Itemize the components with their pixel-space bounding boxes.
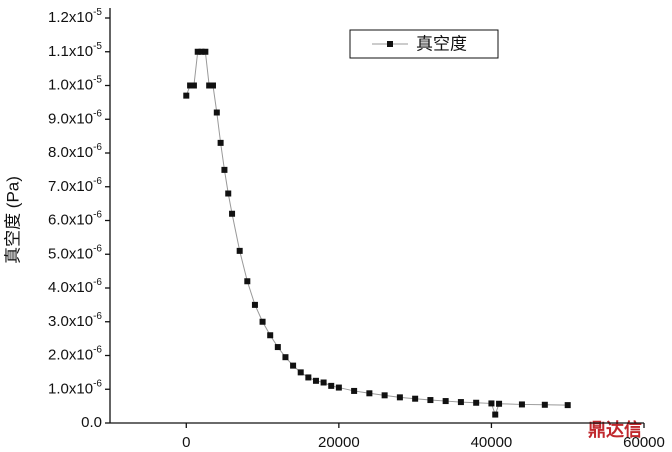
data-point bbox=[335, 384, 342, 391]
data-point bbox=[396, 394, 403, 401]
data-point bbox=[213, 109, 220, 116]
y-tick-label: 0.0 bbox=[81, 414, 102, 431]
y-tick-label: 5.0x10-6 bbox=[48, 243, 102, 262]
y-tick-label: 2.0x10-6 bbox=[48, 344, 102, 363]
data-point bbox=[206, 82, 213, 89]
y-tick-label: 1.2x10-5 bbox=[48, 7, 102, 26]
data-point bbox=[221, 166, 228, 173]
y-tick-label: 1.0x10-6 bbox=[48, 378, 102, 397]
data-point bbox=[236, 247, 243, 254]
watermark: 鼎达信 bbox=[588, 419, 642, 440]
data-point bbox=[297, 369, 304, 376]
data-point bbox=[412, 395, 419, 402]
data-point bbox=[442, 398, 449, 405]
data-point bbox=[488, 400, 495, 407]
y-tick-label: 8.0x10-6 bbox=[48, 142, 102, 161]
data-point bbox=[290, 362, 297, 369]
legend-marker bbox=[387, 41, 393, 47]
data-point bbox=[427, 397, 434, 404]
data-point bbox=[328, 382, 335, 389]
data-point bbox=[274, 344, 281, 351]
y-tick-label: 7.0x10-6 bbox=[48, 175, 102, 194]
data-point bbox=[183, 92, 190, 99]
y-tick-label: 6.0x10-6 bbox=[48, 209, 102, 228]
y-tick-label: 3.0x10-6 bbox=[48, 310, 102, 329]
y-tick-label: 1.1x10-5 bbox=[48, 40, 102, 59]
data-point bbox=[198, 48, 205, 55]
data-point bbox=[187, 82, 194, 89]
data-point bbox=[244, 278, 251, 285]
y-axis-label: 真空度 (Pa) bbox=[3, 176, 22, 264]
legend-label: 真空度 bbox=[416, 34, 467, 53]
data-point bbox=[202, 48, 209, 55]
data-point bbox=[457, 399, 464, 406]
y-tick-label: 9.0x10-6 bbox=[48, 108, 102, 127]
data-point bbox=[381, 392, 388, 399]
data-point bbox=[209, 82, 216, 89]
y-tick-label: 4.0x10-6 bbox=[48, 277, 102, 296]
data-point bbox=[217, 139, 224, 146]
data-point bbox=[518, 401, 525, 408]
data-point bbox=[366, 390, 373, 397]
data-point bbox=[267, 332, 274, 339]
data-point bbox=[282, 354, 289, 361]
data-point bbox=[320, 379, 327, 386]
data-point bbox=[229, 210, 236, 217]
data-point bbox=[564, 402, 571, 409]
data-point bbox=[251, 301, 258, 308]
data-point bbox=[305, 374, 312, 381]
data-point bbox=[351, 387, 358, 394]
data-point bbox=[473, 399, 480, 406]
data-point bbox=[194, 48, 201, 55]
data-point bbox=[225, 190, 232, 197]
data-point bbox=[541, 401, 548, 408]
data-point bbox=[492, 411, 499, 418]
x-tick-label: 60000 bbox=[623, 434, 665, 451]
data-point bbox=[190, 82, 197, 89]
x-tick-label: 0 bbox=[182, 434, 190, 451]
data-point bbox=[496, 400, 503, 407]
data-point bbox=[312, 377, 319, 384]
data-point bbox=[259, 318, 266, 325]
x-tick-label: 40000 bbox=[471, 434, 513, 451]
series-line bbox=[185, 51, 568, 417]
y-tick-label: 1.0x10-5 bbox=[48, 74, 102, 93]
x-tick-label: 20000 bbox=[318, 434, 360, 451]
